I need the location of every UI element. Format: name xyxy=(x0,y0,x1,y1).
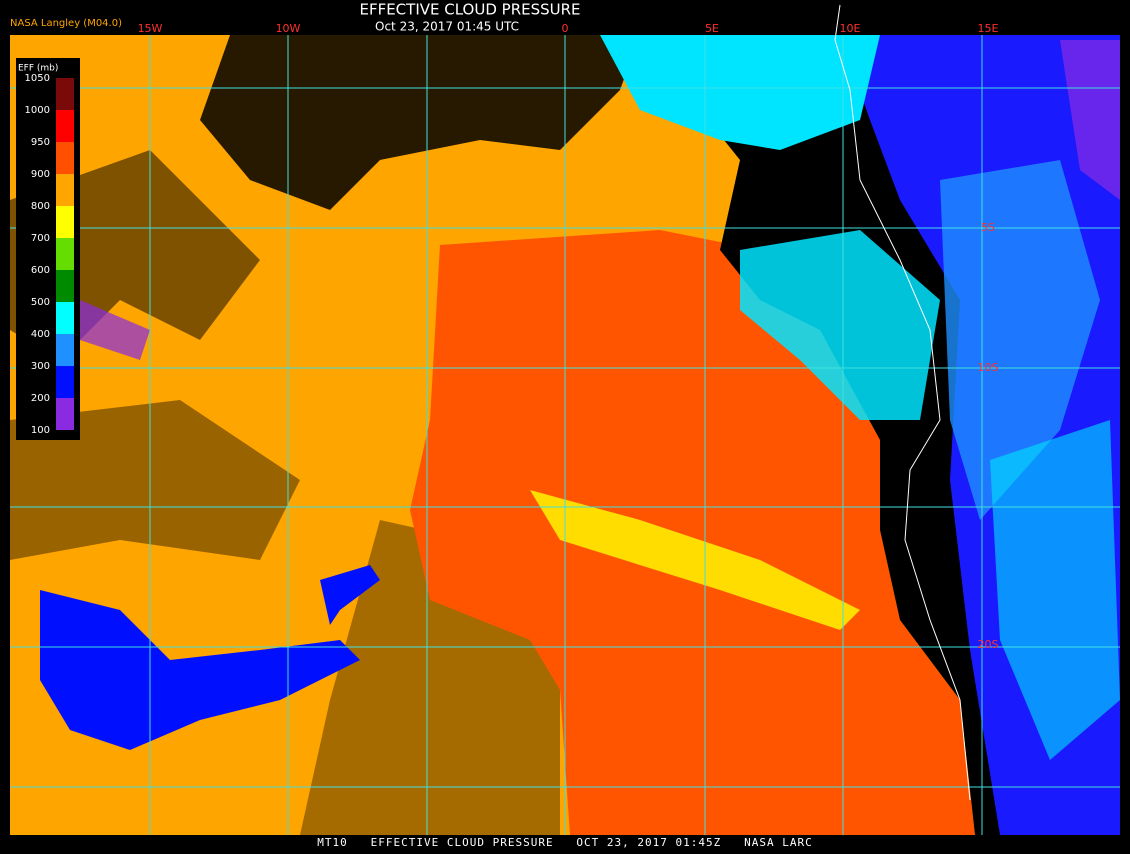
clear-sky xyxy=(200,35,640,210)
footer-text: MT10 EFFECTIVE CLOUD PRESSURE OCT 23, 20… xyxy=(317,836,812,849)
cloud-map xyxy=(10,4,1120,835)
legend-swatch xyxy=(56,398,74,430)
mid-cloud-band xyxy=(530,490,860,630)
legend-label: 300 xyxy=(31,361,50,372)
legend-swatch xyxy=(56,142,74,174)
subtitle: Oct 23, 2017 01:45 UTC xyxy=(375,20,519,34)
legend: EFF (mb) 1050 1000 950 900 800 700 600 500 400 30… xyxy=(16,58,80,440)
longitude-label: 10E xyxy=(840,22,861,35)
legend-label: 500 xyxy=(31,297,50,308)
cyan-cloud xyxy=(600,35,880,150)
credit: NASA Langley (M04.0) xyxy=(10,18,122,29)
legend-label: 900 xyxy=(31,169,50,180)
longitude-label: 15W xyxy=(138,22,163,35)
latitude-label: 10S xyxy=(978,361,999,374)
longitude-label: 15E xyxy=(978,22,999,35)
longitude-label: 0 xyxy=(562,22,569,35)
footer-bar xyxy=(0,835,1130,850)
high-cloud xyxy=(40,590,360,750)
cyan-cloud xyxy=(990,420,1120,760)
legend-label: 200 xyxy=(31,393,50,404)
clear-sky xyxy=(10,400,300,560)
longitude-label: 5E xyxy=(705,22,719,35)
legend-label: 800 xyxy=(31,201,50,212)
coastline xyxy=(834,4,971,801)
legend-label: 700 xyxy=(31,233,50,244)
legend-swatch xyxy=(56,110,74,142)
purple-cloud xyxy=(1060,40,1120,200)
cyan-cloud xyxy=(740,230,940,420)
legend-title: EFF (mb) xyxy=(18,64,58,74)
legend-swatch xyxy=(56,174,74,206)
legend-swatch xyxy=(56,270,74,302)
legend-swatch xyxy=(56,206,74,238)
legend-swatch xyxy=(56,302,74,334)
high-cloud xyxy=(320,565,380,625)
graticule xyxy=(10,35,1120,835)
legend-label: 1000 xyxy=(25,105,50,116)
legend-label: 1050 xyxy=(25,73,50,84)
legend-label: 100 xyxy=(31,425,50,436)
purple-cloud xyxy=(80,300,150,360)
legend-label: 600 xyxy=(31,265,50,276)
labels: EFFECTIVE CLOUD PRESSURE Oct 23, 2017 01… xyxy=(10,1,999,850)
legend-swatch xyxy=(56,334,74,366)
blue-cloud xyxy=(940,160,1100,520)
legend-swatch xyxy=(56,366,74,398)
legend-swatch xyxy=(56,78,74,110)
latitude-label: 5S xyxy=(981,221,995,234)
legend-label: 400 xyxy=(31,329,50,340)
legend-label: 950 xyxy=(31,137,50,148)
latitude-label: 20S xyxy=(978,638,999,651)
title: EFFECTIVE CLOUD PRESSURE xyxy=(359,1,580,19)
legend-swatch xyxy=(56,238,74,270)
longitude-label: 10W xyxy=(276,22,301,35)
